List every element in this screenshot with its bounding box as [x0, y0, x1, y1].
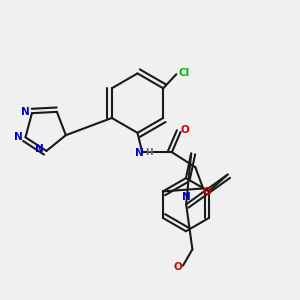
Text: N: N [21, 106, 29, 117]
Text: O: O [202, 187, 211, 196]
Text: N: N [135, 148, 143, 158]
Text: O: O [181, 125, 190, 135]
Text: O: O [174, 262, 182, 272]
Text: H: H [146, 148, 153, 157]
Text: Cl: Cl [178, 68, 190, 78]
Text: N: N [182, 192, 190, 203]
Text: N: N [14, 132, 23, 142]
Text: N: N [35, 144, 44, 154]
